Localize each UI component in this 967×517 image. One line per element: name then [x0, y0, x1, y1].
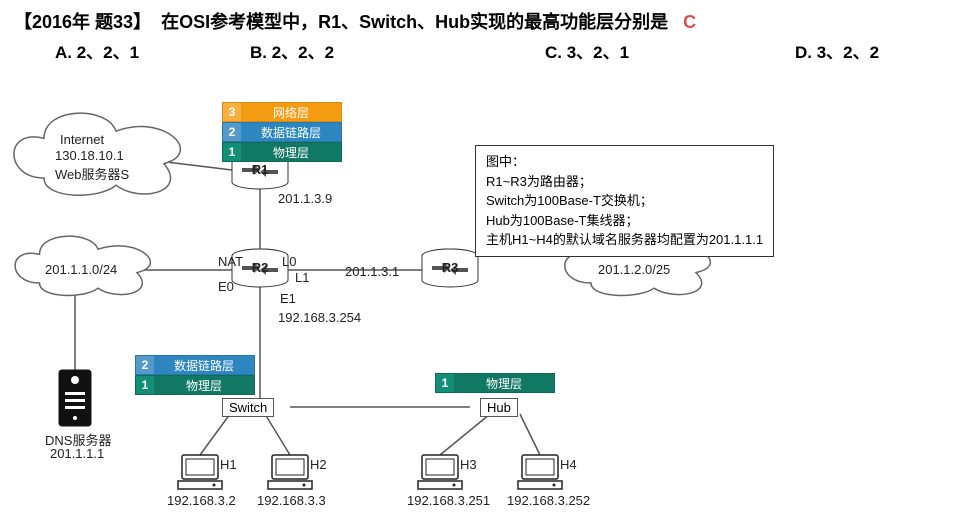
legend-box: 图中：R1~R3为路由器；Switch为100Base-T交换机；Hub为100… — [475, 145, 774, 257]
dns-ip: 201.1.1.1 — [50, 446, 104, 461]
net1-label: 201.1.1.0/24 — [45, 262, 117, 277]
legend-line-0: 图中： — [486, 152, 763, 172]
osi-layer-L2: 2数据链路层 — [222, 122, 342, 142]
svg-text:R3: R3 — [442, 260, 459, 275]
osi-layer-L2: 2数据链路层 — [135, 355, 255, 375]
network-diagram: R1 R2 R3 图中：R1~R3为路由器；Switch为100Base-T交换机；… — [0, 70, 967, 510]
host-name-H2: H2 — [310, 457, 327, 472]
osi-layer-num: 3 — [223, 103, 241, 121]
host-ip-H4: 192.168.3.252 — [507, 493, 590, 508]
internet-server: Web服务器S — [55, 164, 129, 183]
osi-layer-L3: 3网络层 — [222, 102, 342, 122]
option-a: A. 2、2、1 — [55, 38, 139, 63]
osi-layer-text: 数据链路层 — [154, 357, 254, 374]
legend-line-4: 主机H1~H4的默认域名服务器均配置为201.1.1.1 — [486, 230, 763, 250]
osi-stack-hub: 1物理层 — [435, 373, 555, 393]
wirelabel-E1: E1 — [280, 291, 296, 306]
wirelabel-nat: NAT — [218, 254, 243, 269]
osi-layer-text: 物理层 — [454, 375, 554, 392]
hub-label: Hub — [480, 398, 518, 417]
osi-layer-num: 2 — [136, 356, 154, 374]
osi-layer-num: 1 — [223, 143, 241, 161]
wirelabel-E0: E0 — [218, 279, 234, 294]
host-name-H3: H3 — [460, 457, 477, 472]
osi-layer-L1: 1物理层 — [135, 375, 255, 395]
wirelabel-L1: L1 — [295, 270, 309, 285]
svg-text:R2: R2 — [252, 260, 269, 275]
osi-stack-switch: 2数据链路层1物理层 — [135, 355, 255, 395]
wirelabel-e1_ip: 192.168.3.254 — [278, 310, 361, 325]
wirelabel-r3_ip: 201.1.3.1 — [345, 264, 399, 279]
wirelabel-r1_ip: 201.1.3.9 — [278, 191, 332, 206]
svg-text:R1: R1 — [252, 162, 269, 177]
diagram-svg: R1 R2 R3 — [0, 70, 967, 510]
host-name-H1: H1 — [220, 457, 237, 472]
internet-label: Internet — [60, 132, 104, 147]
osi-layer-text: 物理层 — [241, 144, 341, 161]
option-c: C. 3、2、1 — [545, 38, 629, 63]
answer-mark: C — [683, 12, 696, 32]
options-row: A. 2、2、1 B. 2、2、2 C. 3、2、1 D. 3、2、2 — [0, 38, 967, 70]
osi-layer-text: 数据链路层 — [241, 124, 341, 141]
legend-line-1: R1~R3为路由器； — [486, 172, 763, 192]
osi-layer-num: 1 — [436, 374, 454, 392]
legend-line-2: Switch为100Base-T交换机； — [486, 191, 763, 211]
net2-label: 201.1.2.0/25 — [598, 262, 670, 277]
host-ip-H1: 192.168.3.2 — [167, 493, 236, 508]
osi-layer-L1: 1物理层 — [222, 142, 342, 162]
question-line: 【2016年 题33】 在OSI参考模型中，R1、Switch、Hub实现的最高… — [0, 0, 967, 38]
wirelabel-L0: L0 — [282, 254, 296, 269]
osi-layer-L1: 1物理层 — [435, 373, 555, 393]
question-prefix: 【2016年 题33】 — [14, 12, 151, 32]
internet-ip: 130.18.10.1 — [55, 148, 124, 163]
host-ip-H2: 192.168.3.3 — [257, 493, 326, 508]
switch-label: Switch — [222, 398, 274, 417]
option-d: D. 3、2、2 — [795, 38, 879, 63]
osi-layer-text: 物理层 — [154, 377, 254, 394]
question-text: 在OSI参考模型中，R1、Switch、Hub实现的最高功能层分别是 — [161, 12, 668, 32]
osi-layer-num: 2 — [223, 123, 241, 141]
legend-line-3: Hub为100Base-T集线器； — [486, 211, 763, 231]
osi-layer-text: 网络层 — [241, 104, 341, 121]
host-name-H4: H4 — [560, 457, 577, 472]
option-b: B. 2、2、2 — [250, 38, 334, 63]
osi-stack-r1: 3网络层2数据链路层1物理层 — [222, 102, 342, 162]
host-ip-H3: 192.168.3.251 — [407, 493, 490, 508]
osi-layer-num: 1 — [136, 376, 154, 394]
